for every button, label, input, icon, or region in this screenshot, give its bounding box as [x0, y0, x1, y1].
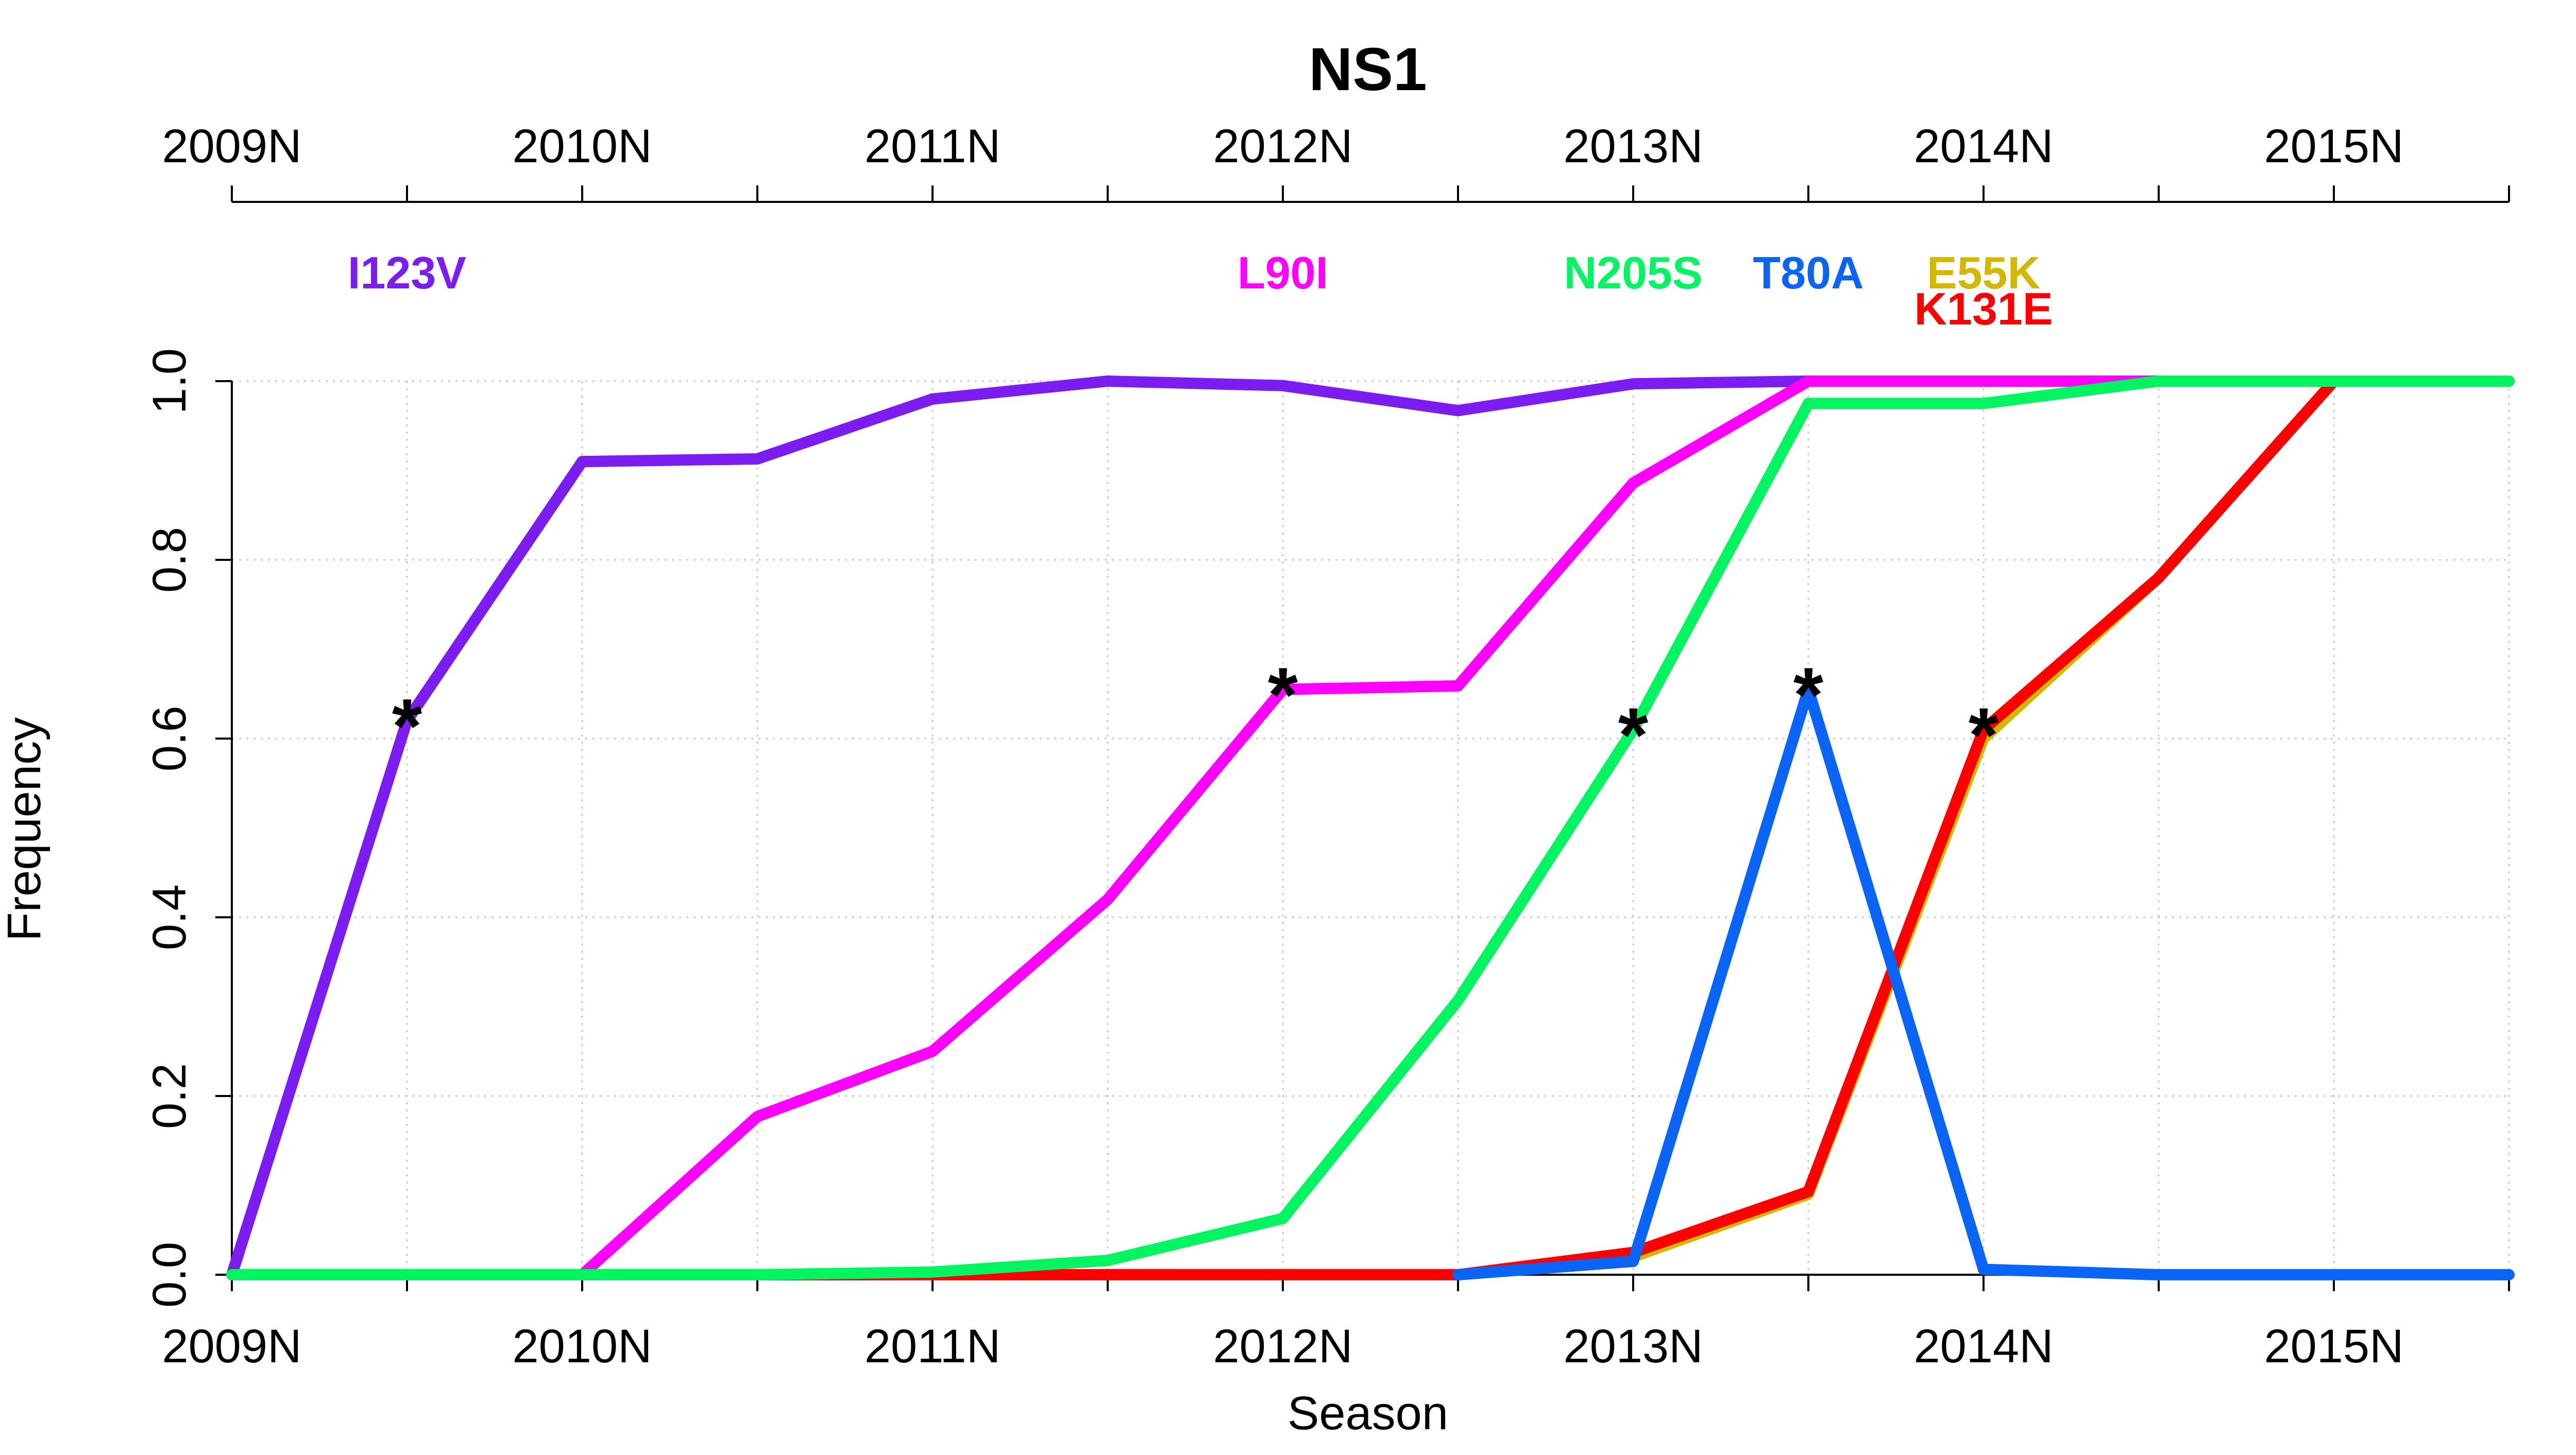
x-tick-label-bottom: 2010N — [512, 1320, 652, 1373]
x-tick-label-bottom: 2012N — [1213, 1320, 1352, 1373]
x-tick-label-top: 2012N — [1213, 120, 1352, 173]
series-layer — [226, 375, 2515, 1280]
y-tick-label: 0.6 — [143, 706, 196, 772]
series-label-k131e: K131E — [1914, 283, 2053, 334]
series-label-t80a: T80A — [1753, 247, 1863, 298]
x-tick-label-bottom: 2015N — [2264, 1320, 2403, 1373]
y-tick-label: 0.0 — [143, 1242, 196, 1308]
chart-title: NS1 — [1309, 36, 1427, 104]
x-tick-label-top: 2013N — [1563, 120, 1703, 173]
y-tick-label: 0.8 — [143, 527, 196, 593]
series-line-k131e — [226, 375, 2515, 1280]
x-tick-label-bottom: 2013N — [1563, 1320, 1703, 1373]
marker-layer: * * * * * — [392, 652, 1999, 778]
x-tick-label-top: 2009N — [162, 120, 301, 173]
grid-layer — [231, 380, 2510, 1276]
x-tick-label-top: 2011N — [865, 120, 1001, 173]
y-tick-label: 1.0 — [143, 348, 196, 414]
series-line-e55k — [226, 375, 2515, 1280]
star-marker-n205s: * — [1618, 692, 1649, 778]
x-tick-label-top: 2010N — [512, 120, 652, 173]
star-marker-i123v: * — [392, 682, 422, 769]
x-axis-title: Season — [1287, 1387, 1448, 1440]
star-marker-k131e: * — [1969, 692, 1999, 778]
x-tick-label-top: 2015N — [2264, 120, 2403, 173]
x-tick-label-top: 2014N — [1913, 120, 2053, 173]
star-marker-t80a: * — [1793, 652, 1824, 738]
series-line-n205s — [226, 375, 2515, 1280]
axes-layer: 2009N 2010N 2011N 2012N 2013N 2014N 2015N 2009N… — [143, 120, 2510, 1373]
series-line-t80a — [1452, 683, 2515, 1280]
star-marker-l90i: * — [1268, 652, 1298, 738]
y-tick-label: 0.2 — [143, 1063, 196, 1129]
y-axis-title: Frequency — [0, 717, 50, 942]
series-label-n205s: N205S — [1564, 247, 1702, 298]
x-tick-label-bottom: 2009N — [162, 1320, 301, 1373]
series-label-i123v: I123V — [348, 247, 466, 298]
series-line-i123v — [226, 375, 2515, 1280]
x-tick-label-bottom: 2011N — [865, 1320, 1001, 1373]
y-tick-label: 0.4 — [143, 884, 196, 950]
x-tick-label-bottom: 2014N — [1913, 1320, 2053, 1373]
series-label-l90i: L90I — [1238, 247, 1328, 298]
series-label-e55k: E55K — [1927, 247, 2040, 298]
